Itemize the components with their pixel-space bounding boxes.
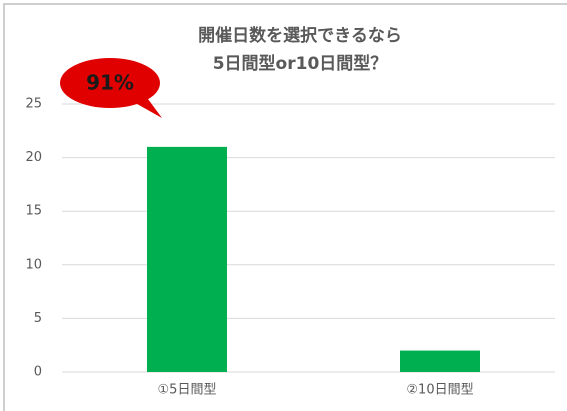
y-tick-label: 5 <box>34 311 42 326</box>
x-tick-label: ①5日間型 <box>158 383 217 398</box>
callout-bubble <box>60 58 160 108</box>
x-tick-label: ②10日間型 <box>406 383 473 398</box>
annotation: 91% <box>86 71 134 95</box>
callout: 91% <box>60 58 162 118</box>
bars <box>147 146 480 372</box>
bar <box>400 350 480 372</box>
y-tick-label: 10 <box>25 257 42 272</box>
y-tick-label: 25 <box>25 97 42 112</box>
chart-title: 5日間型or10日間型？ <box>213 53 388 74</box>
grid: 0 5 10 15 20 25 ①5日間型 ②10日間型 <box>25 97 555 398</box>
y-tick-label: 20 <box>25 150 42 165</box>
bar <box>147 146 227 372</box>
y-tick-label: 15 <box>25 204 42 219</box>
chart-title: 開催日数を選択できるなら <box>198 25 402 46</box>
y-tick-label: 0 <box>34 365 42 380</box>
